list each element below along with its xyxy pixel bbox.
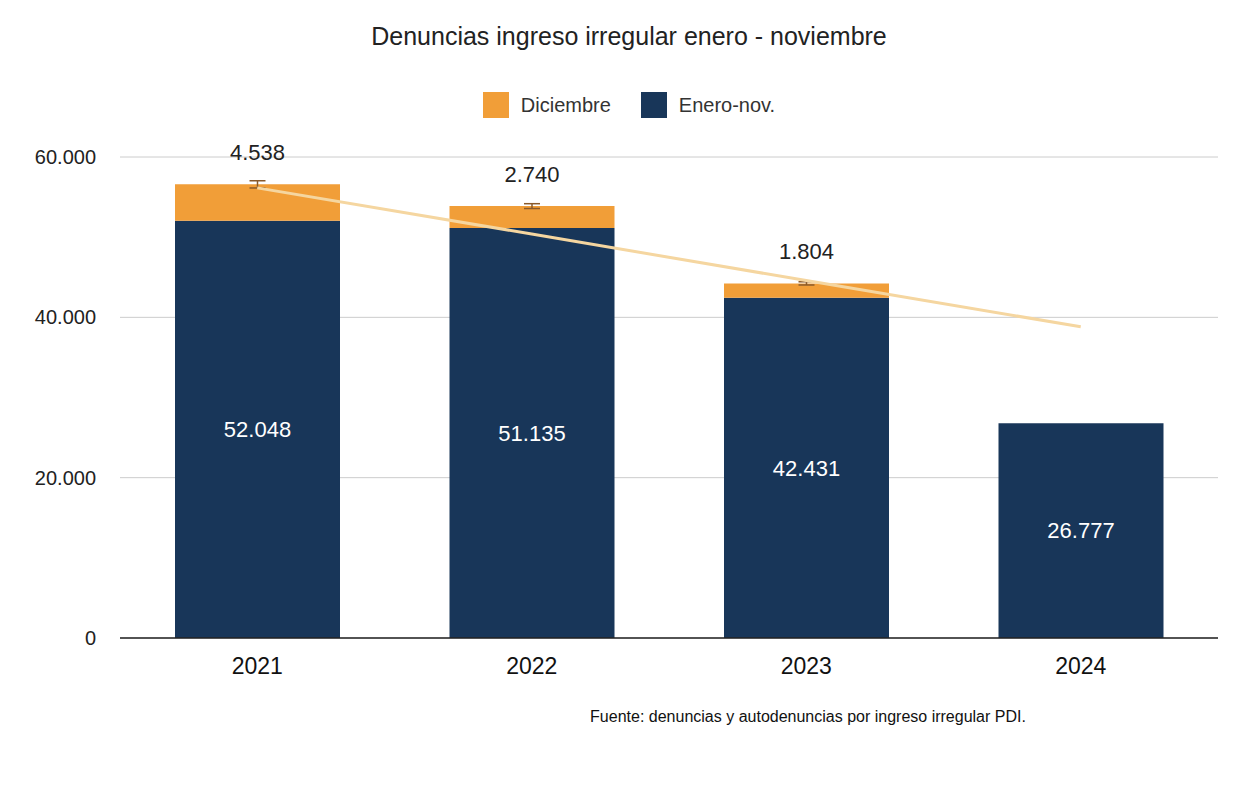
svg-text:40.000: 40.000 <box>35 306 96 328</box>
html-text:Fuente: denuncias y autodenunc: Fuente: denuncias y autodenuncias por in… <box>590 708 1026 725</box>
svg-text:26.777: 26.777 <box>1047 518 1114 543</box>
svg-text:52.048: 52.048 <box>224 417 291 442</box>
svg-text:2021: 2021 <box>232 653 283 679</box>
html-text:Denuncias ingreso irregular en: Denuncias ingreso irregular enero - novi… <box>371 22 887 50</box>
svg-text:0: 0 <box>85 627 96 649</box>
svg-text:4.538: 4.538 <box>230 140 285 165</box>
svg-text:60.000: 60.000 <box>35 146 96 168</box>
html-text:Diciembre: Diciembre <box>520 93 611 116</box>
html-text:Enero-nov.: Enero-nov. <box>678 93 776 116</box>
svg-text:2024: 2024 <box>1055 653 1106 679</box>
svg-text:51.135: 51.135 <box>498 421 565 446</box>
svg-text:20.000: 20.000 <box>35 467 96 489</box>
svg-text:2.740: 2.740 <box>504 162 559 187</box>
svg-text:2023: 2023 <box>781 653 832 679</box>
svg-text:1.804: 1.804 <box>779 239 834 264</box>
svg-text:42.431: 42.431 <box>773 456 840 481</box>
svg-text:2022: 2022 <box>506 653 557 679</box>
